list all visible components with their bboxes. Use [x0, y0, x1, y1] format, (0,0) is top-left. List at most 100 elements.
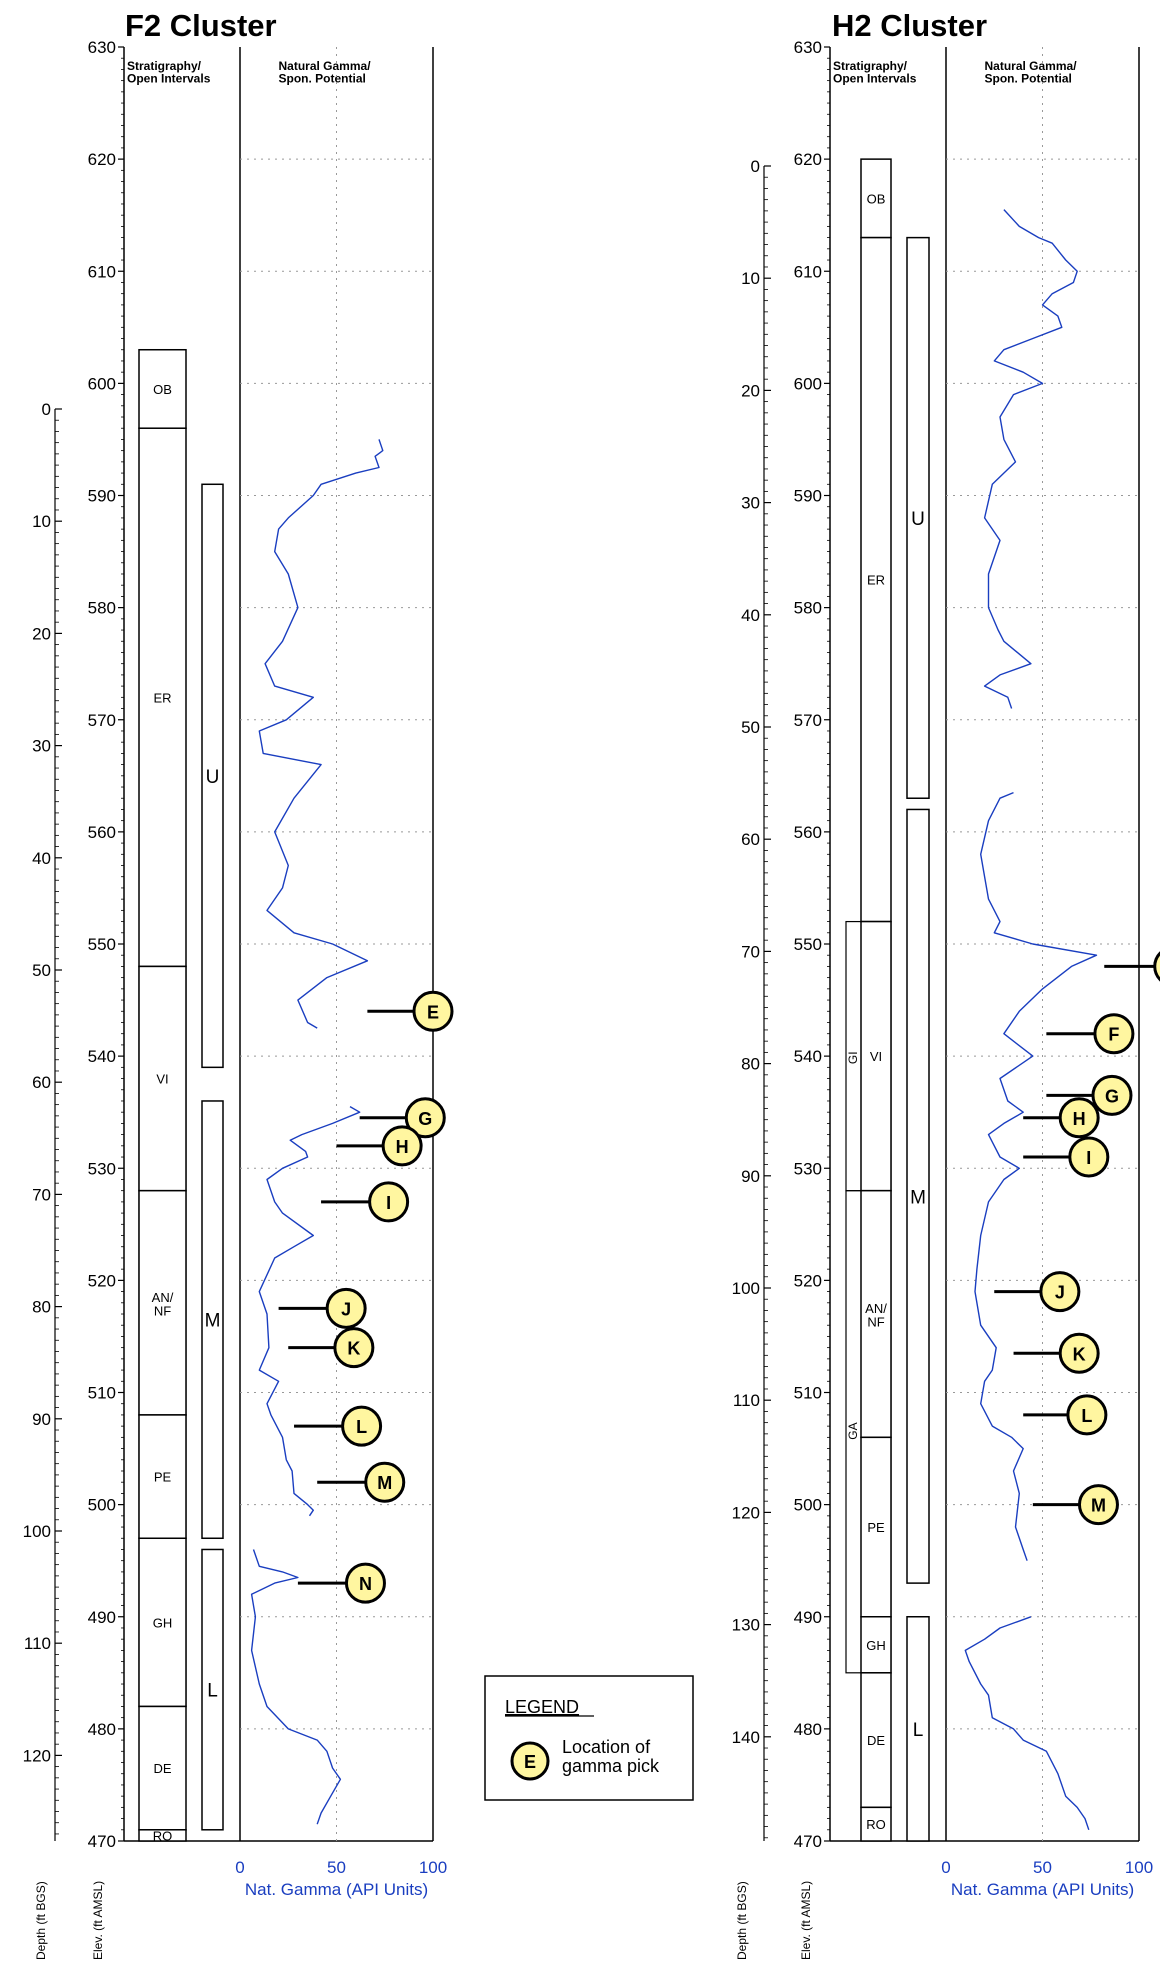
- strat-unit-box: [860, 920, 892, 1192]
- strat-column-header: Stratigraphy/Open Intervals: [127, 59, 211, 86]
- depth-tick-label: 140: [732, 1728, 760, 1747]
- elevation-tick-label: 570: [794, 711, 822, 730]
- gamma-pick-label: M: [377, 1473, 392, 1493]
- strat-unit-label: PE: [154, 1470, 172, 1485]
- gamma-pick-label: H: [396, 1137, 409, 1157]
- strat-unit-box: [860, 158, 892, 239]
- elevation-tick-label: 590: [794, 487, 822, 506]
- open-interval-label: M: [205, 1311, 221, 1332]
- gamma-pick-marker: [1091, 1074, 1133, 1116]
- strat-unit-label: AN/NF: [152, 1290, 174, 1319]
- elevation-tick-label: 540: [88, 1047, 116, 1066]
- gamma-tick-label: 0: [235, 1858, 244, 1877]
- elevation-tick-label: 550: [794, 935, 822, 954]
- gamma-pick-label: G: [418, 1109, 432, 1129]
- strat-unit-label: VI: [156, 1072, 168, 1087]
- gamma-pick-marker: [1077, 1484, 1119, 1526]
- strat-unit-label: ER: [153, 690, 171, 705]
- open-interval-box: [201, 1100, 224, 1540]
- elevation-tick-label: 510: [794, 1384, 822, 1403]
- strat-unit-label: RO: [866, 1817, 886, 1832]
- open-interval-label: M: [910, 1187, 926, 1208]
- strat-unit-box: [138, 1537, 187, 1708]
- elevation-tick-label: 550: [88, 935, 116, 954]
- elevation-tick-label: 490: [794, 1608, 822, 1627]
- gamma-pick-marker: [1153, 951, 1160, 982]
- gamma-pick-label: G: [1105, 1086, 1119, 1106]
- strat-unit-box: [860, 1189, 892, 1439]
- gamma-pick-label: K: [1073, 1344, 1086, 1364]
- depth-tick-label: 10: [32, 512, 51, 531]
- elevation-tick-label: 620: [794, 150, 822, 169]
- gamma-pick-marker: [381, 1125, 423, 1167]
- strat-column-header: Stratigraphy/Open Intervals: [833, 59, 917, 86]
- gamma-pick-marker: [325, 1287, 367, 1329]
- elevation-tick-label: 540: [794, 1047, 822, 1066]
- open-interval-box: [906, 808, 930, 1584]
- elevation-tick-label: 520: [794, 1271, 822, 1290]
- open-interval-label: U: [206, 767, 220, 788]
- legend-box: [484, 1675, 694, 1801]
- depth-tick-label: 120: [23, 1746, 51, 1765]
- depth-tick-label: 0: [42, 400, 51, 419]
- elevation-tick-label: 470: [88, 1832, 116, 1851]
- depth-tick-label: 110: [24, 1634, 51, 1653]
- open-interval-box: [906, 1616, 930, 1842]
- elevation-tick-label: 530: [88, 1159, 116, 1178]
- strat-unit-label: VI: [870, 1049, 882, 1064]
- elevation-tick-label: 500: [794, 1496, 822, 1515]
- legend-title: LEGEND: [505, 1697, 579, 1717]
- elevation-tick-label: 610: [88, 262, 116, 281]
- depth-tick-label: 10: [741, 269, 760, 288]
- strat-unit-label: AN/NF: [865, 1301, 887, 1330]
- gamma-pick-marker: [1058, 1097, 1100, 1139]
- strat-unit-label: OB: [153, 382, 172, 397]
- gamma-curve-upper: [983, 209, 1078, 709]
- gamma-pick-marker: [1058, 1332, 1100, 1374]
- strat-unit-label: GH: [866, 1638, 886, 1653]
- depth-tick-label: 70: [32, 1185, 51, 1204]
- depth-tick-label: 60: [741, 830, 760, 849]
- elevation-tick-label: 520: [88, 1271, 116, 1290]
- gamma-pick-label: I: [386, 1193, 391, 1213]
- gamma-pick-label: J: [341, 1299, 351, 1319]
- elevation-tick-label: 580: [794, 599, 822, 618]
- depth-axis-title: Depth (ft BGS): [735, 1881, 749, 1960]
- strat-unit-label: PE: [867, 1520, 885, 1535]
- gamma-pick-marker: [1093, 1013, 1135, 1055]
- elevation-tick-label: 560: [794, 823, 822, 842]
- strat-unit-box: [860, 1672, 892, 1809]
- gamma-pick-label: H: [1073, 1109, 1086, 1129]
- gamma-axis-title: Nat. Gamma (API Units): [245, 1880, 428, 1899]
- legend-pick-symbol: [510, 1741, 550, 1781]
- strat-unit-label: OB: [867, 191, 886, 206]
- gamma-pick-marker: [344, 1562, 386, 1604]
- depth-tick-label: 130: [732, 1616, 760, 1635]
- strat-unit-label: DE: [867, 1733, 885, 1748]
- depth-tick-label: 80: [32, 1298, 51, 1317]
- depth-tick-label: 50: [32, 961, 51, 980]
- gamma-pick-marker: [1066, 1394, 1108, 1436]
- depth-tick-label: 90: [741, 1167, 760, 1186]
- gamma-pick-label: L: [1081, 1406, 1092, 1426]
- gamma-pick-marker: [364, 1461, 406, 1503]
- open-interval-box: [906, 236, 930, 799]
- gamma-pick-marker: [341, 1405, 383, 1447]
- depth-tick-label: 30: [741, 494, 760, 513]
- gamma-curve-middle: [974, 791, 1098, 1561]
- elevation-tick-label: 600: [88, 374, 116, 393]
- gamma-curve-lower: [964, 1616, 1090, 1831]
- strat-group-label: GA: [846, 1422, 860, 1439]
- gamma-pick-label: I: [1086, 1148, 1091, 1168]
- elevation-tick-label: 500: [88, 1496, 116, 1515]
- gamma-pick-label: L: [356, 1417, 367, 1437]
- depth-tick-label: 30: [32, 737, 51, 756]
- gamma-pick-label: M: [1091, 1496, 1106, 1516]
- depth-tick-label: 20: [32, 624, 51, 643]
- gamma-curve-lower: [250, 1549, 342, 1825]
- open-interval-label: U: [911, 509, 925, 530]
- gamma-pick-marker: [333, 1327, 375, 1369]
- depth-axis-title: Depth (ft BGS): [34, 1881, 48, 1960]
- strat-unit-box: [860, 236, 892, 923]
